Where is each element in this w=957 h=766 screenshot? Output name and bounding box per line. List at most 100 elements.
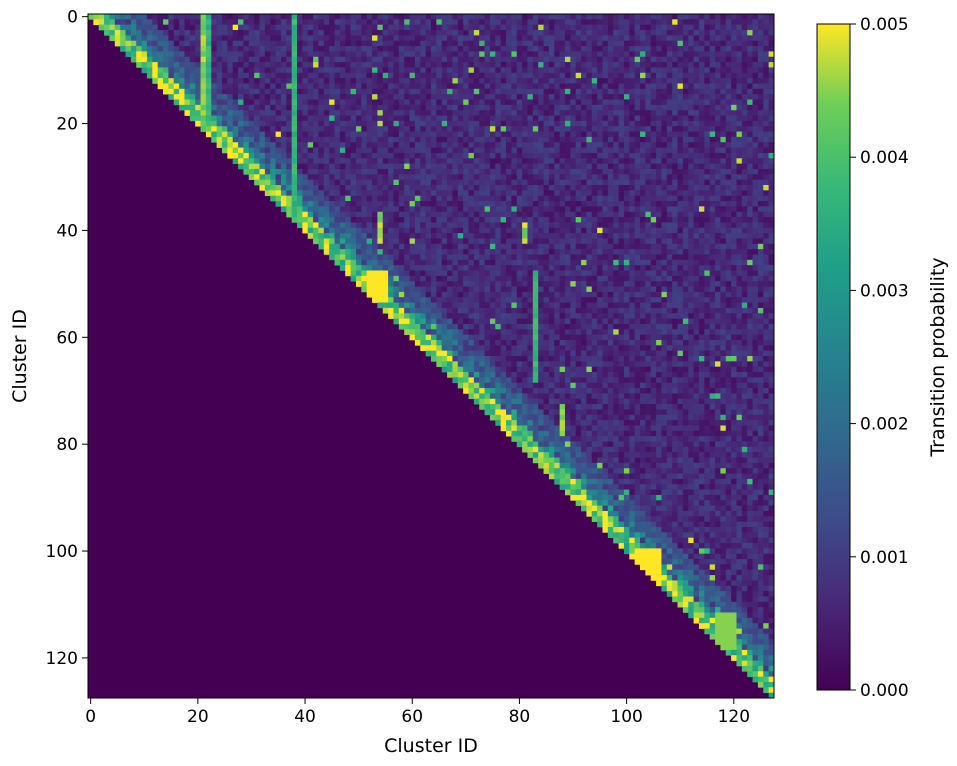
heatmap-cell <box>473 99 480 106</box>
heatmap-cell <box>656 211 662 218</box>
heatmap-cell <box>656 201 662 207</box>
heatmap-cell <box>441 136 448 143</box>
heatmap-cell <box>280 136 287 143</box>
heatmap-cell <box>495 152 502 159</box>
heatmap-cell <box>607 243 614 250</box>
heatmap-cell <box>264 14 271 20</box>
heatmap-cell <box>195 120 201 127</box>
heatmap-cell <box>318 110 325 116</box>
heatmap-cell <box>329 78 335 84</box>
heatmap-cell <box>752 51 759 58</box>
heatmap-cell <box>725 40 732 47</box>
heatmap-cell <box>163 88 169 95</box>
heatmap-cell <box>629 83 636 90</box>
heatmap-cell <box>361 227 368 234</box>
heatmap-cell <box>640 83 646 90</box>
heatmap-cell <box>141 30 148 36</box>
heatmap-cell <box>629 174 636 180</box>
heatmap-cell <box>543 35 550 42</box>
heatmap-cell <box>489 259 496 266</box>
heatmap-cell <box>607 40 614 47</box>
heatmap-cell <box>506 206 512 213</box>
heatmap-cell <box>350 254 357 261</box>
heatmap-cell <box>468 67 475 74</box>
heatmap-cell <box>704 88 711 95</box>
heatmap-cell <box>715 67 721 74</box>
heatmap-cell <box>586 249 593 255</box>
heatmap-cell <box>275 174 282 180</box>
heatmap-cell <box>366 99 373 106</box>
heatmap-cell <box>425 78 432 84</box>
heatmap-cell <box>377 83 384 90</box>
heatmap-cell <box>597 222 603 229</box>
heatmap-cell <box>254 174 260 180</box>
heatmap-cell <box>688 190 694 197</box>
heatmap-cell <box>640 185 646 191</box>
heatmap-cell <box>532 46 539 52</box>
heatmap-cell <box>297 104 303 111</box>
heatmap-cell <box>715 249 721 255</box>
heatmap-cell <box>725 238 732 245</box>
heatmap-cell <box>704 126 711 132</box>
heatmap-cell <box>747 222 753 229</box>
heatmap-cell <box>634 30 641 36</box>
heatmap-cell <box>248 168 255 175</box>
heatmap-cell <box>468 190 475 197</box>
heatmap-cell <box>720 243 727 250</box>
heatmap-cell <box>425 115 432 122</box>
heatmap-cell <box>693 14 700 20</box>
heatmap-cell <box>586 72 593 79</box>
heatmap-cell <box>243 152 250 159</box>
heatmap-cell <box>650 185 657 191</box>
heatmap-cell <box>484 158 491 164</box>
heatmap-cell <box>361 30 368 36</box>
heatmap-cell <box>248 62 255 68</box>
heatmap-cell <box>441 233 448 239</box>
heatmap-cell <box>634 14 641 20</box>
heatmap-cell <box>254 67 260 74</box>
heatmap-cell <box>270 110 276 116</box>
heatmap-cell <box>441 254 448 261</box>
heatmap-cell <box>404 67 410 74</box>
heatmap-cell <box>366 35 373 42</box>
heatmap-cell <box>661 168 668 175</box>
heatmap-cell <box>741 67 748 74</box>
heatmap-cell <box>688 211 694 218</box>
heatmap-cell <box>570 104 577 111</box>
heatmap-cell <box>650 259 657 266</box>
heatmap-cell <box>591 62 598 68</box>
heatmap-cell <box>586 30 593 36</box>
heatmap-cell <box>297 88 303 95</box>
heatmap-cell <box>431 201 437 207</box>
heatmap-cell <box>414 51 421 58</box>
heatmap-cell <box>431 83 437 90</box>
heatmap-cell <box>640 233 646 239</box>
heatmap-cell <box>613 99 619 106</box>
heatmap-cell <box>768 104 775 111</box>
heatmap-cell <box>629 51 636 58</box>
heatmap-cell <box>334 152 341 159</box>
heatmap-cell <box>768 56 775 63</box>
heatmap-cell <box>704 179 711 186</box>
heatmap-cell <box>757 104 764 111</box>
heatmap-cell <box>495 120 502 127</box>
heatmap-cell <box>640 24 646 31</box>
heatmap-cell <box>339 35 346 42</box>
heatmap-cell <box>372 67 378 74</box>
heatmap-cell <box>195 99 201 106</box>
heatmap-cell <box>409 233 416 239</box>
heatmap-cell <box>586 67 593 74</box>
heatmap-cell <box>313 195 319 202</box>
heatmap-cell <box>559 222 566 229</box>
heatmap-cell <box>120 19 126 26</box>
heatmap-cell <box>704 233 711 239</box>
heatmap-cell <box>479 83 485 90</box>
heatmap-cell <box>431 78 437 84</box>
heatmap-cell <box>736 136 743 143</box>
heatmap-cell <box>425 233 432 239</box>
heatmap-cell <box>307 19 314 26</box>
heatmap-cell <box>618 152 625 159</box>
heatmap-cell <box>409 72 416 79</box>
heatmap-cell <box>302 206 309 213</box>
heatmap-cell <box>291 185 298 191</box>
